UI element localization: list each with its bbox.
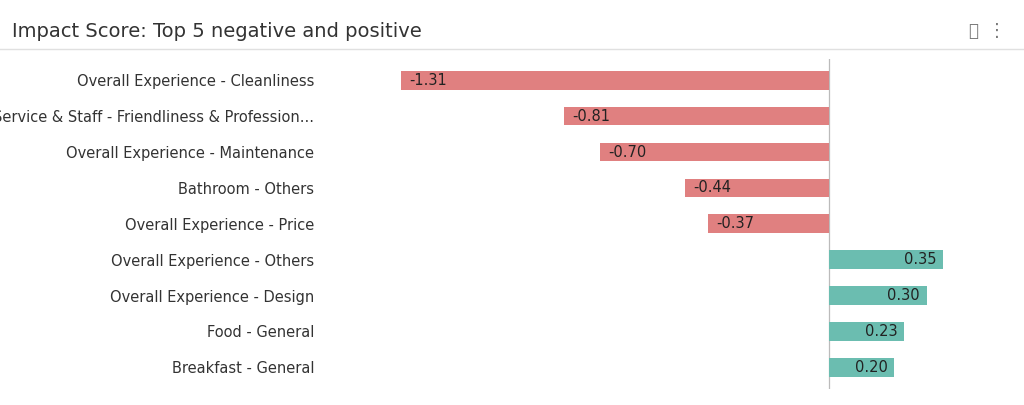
Text: -0.81: -0.81 (572, 109, 610, 124)
Bar (828, 286, 927, 305)
Bar (401, 71, 828, 90)
Text: -0.37: -0.37 (716, 216, 754, 231)
Text: Impact Score: Top 5 negative and positive: Impact Score: Top 5 negative and positiv… (12, 22, 422, 41)
Text: -0.44: -0.44 (693, 180, 731, 195)
Bar (600, 143, 828, 161)
Text: -0.70: -0.70 (608, 145, 646, 160)
Bar (564, 107, 828, 126)
Text: -1.31: -1.31 (409, 73, 446, 88)
Bar (828, 250, 943, 269)
Text: 0.30: 0.30 (888, 288, 920, 303)
Text: 0.23: 0.23 (864, 324, 897, 339)
Bar (708, 214, 828, 233)
Text: 0.20: 0.20 (854, 360, 888, 375)
Bar (828, 358, 894, 377)
Bar (828, 322, 904, 341)
Text: 0.35: 0.35 (904, 252, 936, 267)
Bar (685, 179, 828, 197)
Text: ⓘ: ⓘ (968, 22, 978, 40)
Text: ⋮: ⋮ (988, 22, 1007, 40)
